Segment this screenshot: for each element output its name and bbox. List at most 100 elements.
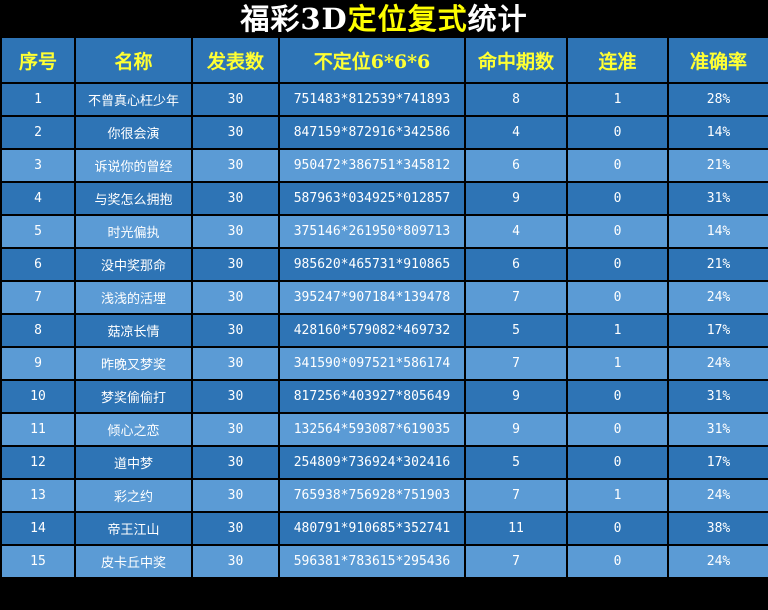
- column-header-streak: 连准: [566, 36, 669, 84]
- cell-accuracy: 24%: [667, 478, 768, 513]
- cell-accuracy: 28%: [667, 82, 768, 117]
- cell-posts: 30: [191, 148, 280, 183]
- header-row: 序号 名称 发表数 不定位6*6*6 命中期数 连准 准确率: [0, 36, 768, 84]
- cell-name: 菇凉长情: [74, 313, 193, 348]
- cell-accuracy: 31%: [667, 181, 768, 216]
- cell-index: 3: [0, 148, 76, 183]
- cell-numbers: 428160*579082*469732: [278, 313, 466, 348]
- cell-name: 时光偏执: [74, 214, 193, 249]
- cell-accuracy: 31%: [667, 412, 768, 447]
- table-row: 5 时光偏执 30 375146*261950*809713 4 0 14%: [0, 214, 768, 249]
- cell-numbers: 751483*812539*741893: [278, 82, 466, 117]
- title-part-3: 统计: [467, 2, 528, 36]
- cell-accuracy: 24%: [667, 346, 768, 381]
- cell-name: 不曾真心枉少年: [74, 82, 193, 117]
- cell-streak: 1: [566, 478, 669, 513]
- cell-streak: 0: [566, 412, 669, 447]
- cell-name: 帝王江山: [74, 511, 193, 546]
- cell-streak: 0: [566, 247, 669, 282]
- stats-table: 序号 名称 发表数 不定位6*6*6 命中期数 连准 准确率 1 不曾真心枉少年 3…: [0, 36, 768, 579]
- cell-streak: 0: [566, 511, 669, 546]
- cell-posts: 30: [191, 346, 280, 381]
- cell-name: 彩之约: [74, 478, 193, 513]
- cell-accuracy: 17%: [667, 313, 768, 348]
- cell-index: 11: [0, 412, 76, 447]
- cell-streak: 0: [566, 214, 669, 249]
- column-header-posts: 发表数: [191, 36, 280, 84]
- column-header-accuracy: 准确率: [667, 36, 768, 84]
- cell-hits: 7: [464, 544, 568, 579]
- cell-name: 道中梦: [74, 445, 193, 480]
- cell-hits: 8: [464, 82, 568, 117]
- cell-streak: 1: [566, 313, 669, 348]
- cell-streak: 0: [566, 115, 669, 150]
- cell-streak: 1: [566, 82, 669, 117]
- table-row: 14 帝王江山 30 480791*910685*352741 11 0 38%: [0, 511, 768, 546]
- cell-hits: 4: [464, 115, 568, 150]
- cell-index: 9: [0, 346, 76, 381]
- cell-streak: 0: [566, 445, 669, 480]
- cell-accuracy: 21%: [667, 148, 768, 183]
- table-row: 7 浅浅的活埋 30 395247*907184*139478 7 0 24%: [0, 280, 768, 315]
- cell-index: 15: [0, 544, 76, 579]
- cell-index: 5: [0, 214, 76, 249]
- cell-posts: 30: [191, 544, 280, 579]
- table-row: 3 诉说你的曾经 30 950472*386751*345812 6 0 21%: [0, 148, 768, 183]
- cell-name: 与奖怎么拥抱: [74, 181, 193, 216]
- cell-index: 14: [0, 511, 76, 546]
- table-row: 11 倾心之恋 30 132564*593087*619035 9 0 31%: [0, 412, 768, 447]
- cell-accuracy: 24%: [667, 280, 768, 315]
- cell-posts: 30: [191, 412, 280, 447]
- cell-accuracy: 14%: [667, 214, 768, 249]
- cell-name: 诉说你的曾经: [74, 148, 193, 183]
- cell-streak: 0: [566, 544, 669, 579]
- cell-hits: 9: [464, 379, 568, 414]
- cell-accuracy: 14%: [667, 115, 768, 150]
- column-header-name: 名称: [74, 36, 193, 84]
- cell-hits: 9: [464, 181, 568, 216]
- cell-accuracy: 17%: [667, 445, 768, 480]
- cell-streak: 0: [566, 379, 669, 414]
- table-row: 6 没中奖那命 30 985620*465731*910865 6 0 21%: [0, 247, 768, 282]
- cell-numbers: 587963*034925*012857: [278, 181, 466, 216]
- table-row: 1 不曾真心枉少年 30 751483*812539*741893 8 1 28%: [0, 82, 768, 117]
- cell-index: 2: [0, 115, 76, 150]
- cell-index: 7: [0, 280, 76, 315]
- cell-posts: 30: [191, 82, 280, 117]
- cell-name: 皮卡丘中奖: [74, 544, 193, 579]
- cell-posts: 30: [191, 379, 280, 414]
- title-part-1: 福彩3D: [240, 2, 348, 36]
- cell-hits: 4: [464, 214, 568, 249]
- cell-posts: 30: [191, 511, 280, 546]
- cell-hits: 6: [464, 247, 568, 282]
- cell-posts: 30: [191, 181, 280, 216]
- cell-index: 8: [0, 313, 76, 348]
- cell-posts: 30: [191, 214, 280, 249]
- cell-name: 昨晚又梦奖: [74, 346, 193, 381]
- cell-name: 倾心之恋: [74, 412, 193, 447]
- cell-numbers: 847159*872916*342586: [278, 115, 466, 150]
- title-part-2: 定位复式: [347, 2, 468, 36]
- cell-streak: 1: [566, 346, 669, 381]
- cell-index: 4: [0, 181, 76, 216]
- cell-numbers: 596381*783615*295436: [278, 544, 466, 579]
- table-row: 8 菇凉长情 30 428160*579082*469732 5 1 17%: [0, 313, 768, 348]
- cell-streak: 0: [566, 181, 669, 216]
- cell-numbers: 765938*756928*751903: [278, 478, 466, 513]
- cell-posts: 30: [191, 247, 280, 282]
- cell-accuracy: 21%: [667, 247, 768, 282]
- table-row: 9 昨晚又梦奖 30 341590*097521*586174 7 1 24%: [0, 346, 768, 381]
- page-title: 福彩3D定位复式统计: [0, 0, 768, 36]
- cell-numbers: 341590*097521*586174: [278, 346, 466, 381]
- cell-posts: 30: [191, 478, 280, 513]
- cell-index: 13: [0, 478, 76, 513]
- cell-hits: 5: [464, 313, 568, 348]
- cell-hits: 11: [464, 511, 568, 546]
- table-row: 10 梦奖偷偷打 30 817256*403927*805649 9 0 31%: [0, 379, 768, 414]
- cell-hits: 7: [464, 346, 568, 381]
- column-header-numbers: 不定位6*6*6: [278, 36, 466, 84]
- cell-name: 梦奖偷偷打: [74, 379, 193, 414]
- cell-streak: 0: [566, 280, 669, 315]
- cell-numbers: 985620*465731*910865: [278, 247, 466, 282]
- cell-posts: 30: [191, 280, 280, 315]
